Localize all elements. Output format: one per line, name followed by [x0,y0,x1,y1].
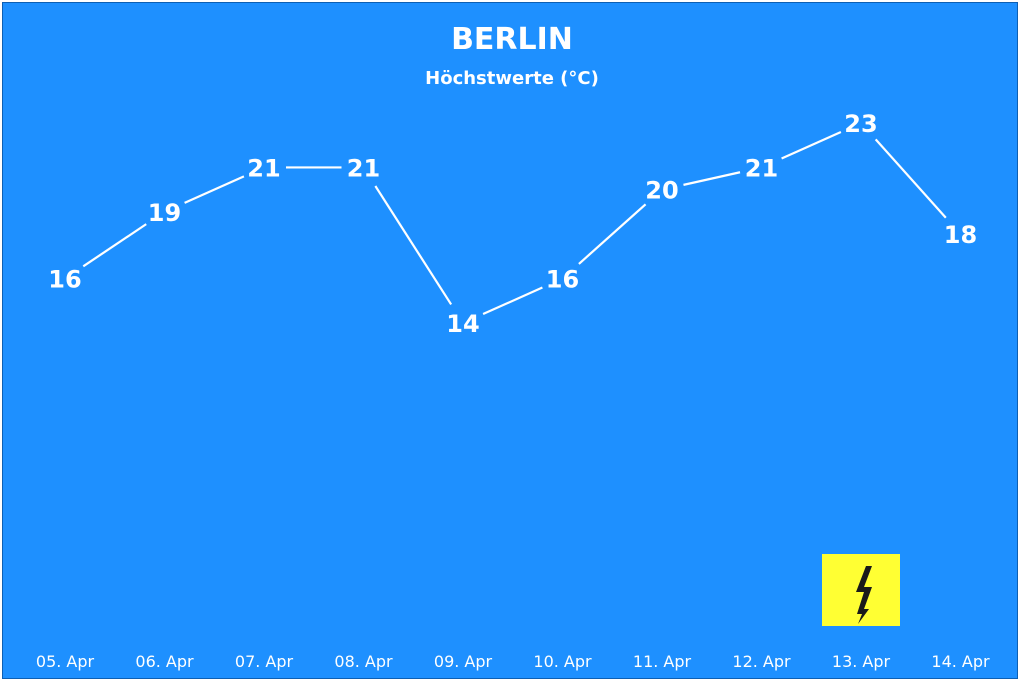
x-tick-label: 12. Apr [732,652,791,671]
warning-badge [822,554,900,626]
line-segment [874,138,947,219]
data-label: 19 [148,199,181,227]
x-tick-label: 05. Apr [36,652,95,671]
line-segment [578,203,647,265]
x-tick-label: 11. Apr [633,652,692,671]
data-label: 14 [446,310,479,338]
lightning-bolt-icon [856,566,872,624]
x-tick-label: 08. Apr [334,652,393,671]
line-segment [82,223,147,268]
x-tick-label: 14. Apr [931,652,990,671]
lightning-warning [822,554,900,626]
x-tick-label: 10. Apr [533,652,592,671]
chart-title: BERLIN [451,22,573,57]
x-tick-label: 07. Apr [235,652,294,671]
data-label: 18 [944,221,977,249]
temperature-chart: BERLIN Höchstwerte (°C) 16 19 21 21 14 16 20 21… [36,22,990,671]
line-segment [482,286,543,316]
drop-lines [64,145,962,628]
data-label: 21 [347,154,380,182]
x-tick-label: 13. Apr [832,652,891,671]
chart-subtitle: Höchstwerte (°C) [425,68,599,89]
series-line [82,130,947,316]
x-tick-label: 09. Apr [434,652,493,671]
line-segment [781,130,842,160]
line-segment [374,185,453,306]
line-segment [184,175,245,204]
data-label: 21 [247,154,280,182]
data-label: 21 [745,154,778,182]
data-labels: 16 19 21 21 14 16 20 21 23 18 [48,110,977,338]
data-label: 23 [844,110,877,138]
x-axis-tick-labels: 05. Apr 06. Apr 07. Apr 08. Apr 09. Apr 10. A… [36,652,990,671]
line-segment [683,171,741,186]
x-tick-label: 06. Apr [135,652,194,671]
data-label: 20 [645,177,678,205]
data-label: 16 [48,266,81,294]
data-label: 16 [546,266,579,294]
